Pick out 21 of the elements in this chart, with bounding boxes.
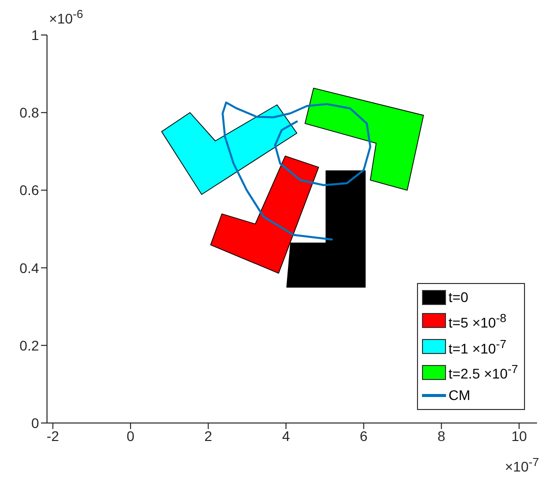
y-tick-label: 0.8 [20,104,40,121]
x-tick-label: 8 [438,428,446,444]
line-series [222,102,372,240]
text: ×10$^{-6}$ [49,8,84,27]
y-tick-label: 0.6 [20,182,40,198]
legend-label: t=5 ×10$^{-8}$ [448,311,506,333]
x-tick-label: 0 [126,428,135,444]
y-tick-label: 0 [31,414,40,431]
x-tick-label: -2 [46,428,60,444]
y-tick-label: 0.4 [20,260,40,276]
x-tick-label: 10 [511,428,528,444]
legend-label: t=0 [448,288,468,308]
y-tick-label: 0.2 [20,337,40,354]
legend-label: t=1 ×10$^{-7}$ [448,336,506,358]
x-tick-label: 6 [360,428,368,444]
legend-label: t=2.5 ×10$^{-7}$ [448,362,518,384]
y-tick-label: 1 [31,26,40,43]
legend-label: CM [448,386,470,405]
text: ×10$^{-7}$ [504,456,539,475]
x-tick-label: 4 [282,428,290,444]
x-tick-label: 2 [204,428,212,444]
